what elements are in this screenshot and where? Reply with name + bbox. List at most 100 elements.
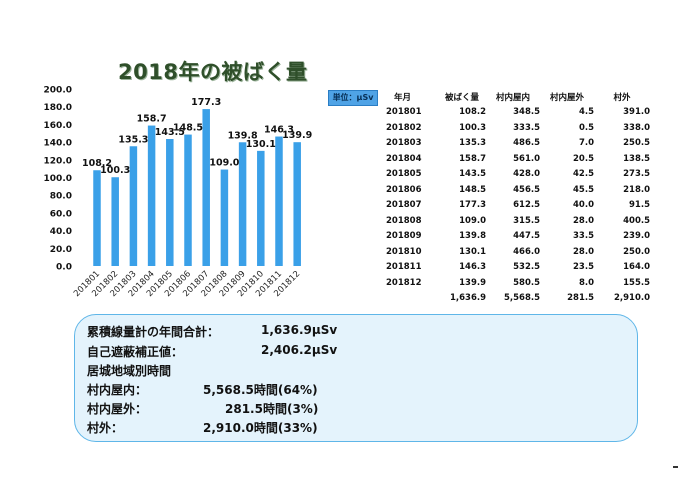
table-cell: 239.0 [623,231,650,242]
data-label: 143.5 [155,127,185,138]
bar [275,136,283,266]
y-tick-label: 40.0 [50,227,72,237]
unit-badge: 単位：μSv [328,90,378,106]
table-cell: 45.5 [573,184,594,195]
table-cell: 139.9 [459,277,486,288]
table-cell: 391.0 [623,107,650,118]
table-row: 201806 148.5 456.5 45.5 218.0 [386,182,650,198]
table-cell: 315.5 [513,215,540,226]
table-cell: 138.5 [623,153,650,164]
table-cell: 130.1 [459,246,486,257]
table-cell: 109.0 [459,215,486,226]
bar [220,169,229,266]
header-cell: 村内屋外 [549,92,584,103]
table-cell: 91.5 [629,200,650,211]
data-label: 139.8 [228,130,258,141]
outside-label: 村外： [87,421,124,435]
total-cell: 2,910.0 [613,293,650,304]
table-cell: 28.0 [573,246,594,257]
table-row: 201801 108.2 348.5 4.5 391.0 [386,105,650,121]
table-cell: 250.0 [623,246,650,257]
table-cell: 338.0 [623,122,650,133]
data-label: 100.3 [100,165,130,176]
table-cell: 201808 [386,215,422,226]
table-cell: 612.5 [513,200,540,211]
data-label: 108.2 [82,158,112,169]
summary-panel: 累積線量計の年間合計： 1,636.9μSv 自己遮蔽補正値： 2,406.2μ… [74,314,638,442]
bar [111,177,119,266]
bar [293,142,301,266]
table-cell: 273.5 [623,169,650,180]
table-cell: 532.5 [513,262,540,273]
table-row: 201809 139.8 447.5 33.5 239.0 [386,229,650,245]
table-cell: 218.0 [623,184,650,195]
table-row: 201810 130.1 466.0 28.0 250.0 [386,244,650,260]
table-row: 201805 143.5 428.0 42.5 273.5 [386,167,650,183]
y-tick-label: 120.0 [44,156,72,166]
bar [184,134,192,266]
data-label: 148.5 [173,123,203,134]
y-tick-label: 180.0 [44,103,72,113]
table-cell: 201809 [386,231,422,242]
bar [129,146,138,266]
header-cell: 年月 [394,92,412,103]
total-value: 1,636.9μSv [261,323,338,337]
table-cell: 447.5 [513,231,540,242]
bar-chart: 0.0 20.0 40.0 60.0 80.0 100.0 120.0 140.0 160.0 1… [44,86,313,300]
table-cell: 7.0 [578,138,594,149]
total-cell: 1,636.9 [449,293,486,304]
table-cell: 158.7 [459,153,486,164]
table-cell: 108.2 [459,107,486,118]
table-cell: 250.5 [623,138,650,149]
section-label: 居城地域別時間 [87,364,172,378]
table-cell: 486.5 [513,138,540,149]
table-cell: 201802 [386,122,422,133]
outdoor-label: 村内屋外： [87,402,148,416]
table-cell: 139.8 [459,231,486,242]
total-cell: 281.5 [567,293,594,304]
page-edge-mark [673,466,678,468]
bar [202,109,210,266]
bar [147,125,156,266]
y-tick-label: 60.0 [50,209,72,219]
y-tick-label: 160.0 [44,121,72,131]
y-tick-label: 80.0 [50,192,72,202]
data-label: 139.9 [282,130,312,141]
table-cell: 42.5 [573,169,594,180]
header-cell: 村外 [613,92,631,103]
table-cell: 201807 [386,200,422,211]
table-row: 201811 146.3 532.5 23.5 164.0 [386,260,650,276]
table-cell: 4.5 [578,107,594,118]
table-cell: 201801 [386,107,422,118]
bar [93,170,101,266]
table-row: 201807 177.3 612.5 40.0 91.5 [386,198,650,214]
table-cell: 201803 [386,138,422,149]
table-cell: 164.0 [623,262,650,273]
y-tick-label: 140.0 [44,139,72,149]
total-label: 累積線量計の年間合計： [87,325,220,339]
table-cell: 561.0 [513,153,540,164]
table-row: 201803 135.3 486.5 7.0 250.5 [386,136,650,152]
table-row: 201808 109.0 315.5 28.0 400.5 [386,213,650,229]
table-cell: 580.5 [513,277,540,288]
bar [166,139,174,266]
table-cell: 201812 [386,277,422,288]
table-cell: 428.0 [513,169,540,180]
header-cell: 村内屋内 [495,92,530,103]
table-header-row: 年月 被ばく量 村内屋内 村内屋外 村外 [386,89,650,105]
data-label: 130.1 [246,139,276,150]
indoor-label: 村内屋内： [87,383,148,397]
table-cell: 8.0 [578,277,594,288]
table-cell: 146.3 [459,262,486,273]
table-cell: 0.5 [578,122,594,133]
table-row: 201804 158.7 561.0 20.5 138.5 [386,151,650,167]
outdoor-value: 281.5時間(3%) [225,402,319,416]
table-cell: 333.5 [513,122,540,133]
bar [238,142,247,266]
y-tick-label: 200.0 [44,86,72,96]
table-row: 201812 139.9 580.5 8.0 155.5 [386,275,650,291]
table-cell: 33.5 [573,231,594,242]
table-cell: 201810 [386,246,422,257]
table-cell: 100.3 [459,122,486,133]
data-label: 158.7 [137,114,167,125]
